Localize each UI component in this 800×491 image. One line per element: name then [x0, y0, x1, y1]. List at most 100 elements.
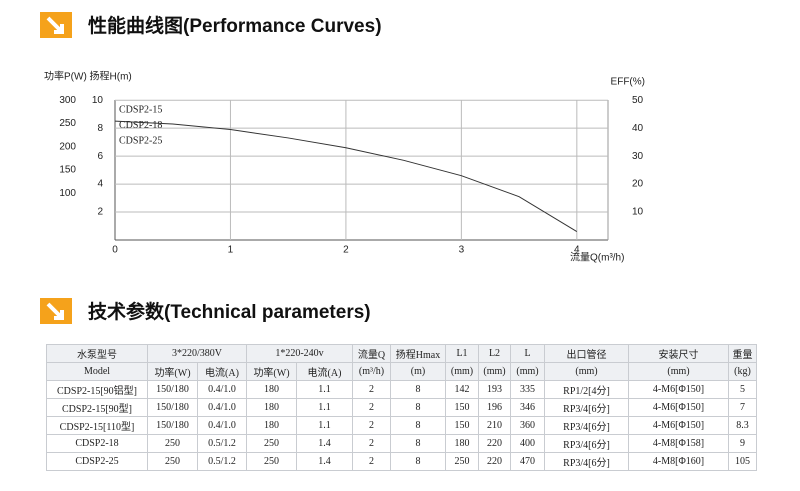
- table-cell: 4-M6[Φ150]: [628, 380, 729, 399]
- table-cell: 470: [510, 452, 545, 471]
- x-tick-label: 1: [228, 245, 234, 256]
- table-cell: L1: [445, 344, 479, 363]
- table-cell: 250: [246, 434, 297, 453]
- table-cell: CDSP2-25: [46, 452, 148, 471]
- section-title: 性能曲线图(Performance Curves): [88, 14, 382, 37]
- table-cell: 150/180: [147, 398, 198, 417]
- table-row: Model 功率(W) 电流(A) 功率(W) 电流(A) (m³/h) (m) (mm) (m…: [46, 362, 757, 381]
- table-cell: 8: [390, 380, 446, 399]
- y2-tick-label: 50: [632, 95, 644, 106]
- table-cell: 250: [147, 434, 198, 453]
- table-cell: 2: [352, 380, 391, 399]
- y2-axis-label: EFF(%): [611, 77, 645, 88]
- table-cell: 0.5/1.2: [197, 434, 247, 453]
- table-cell: (mm): [445, 362, 479, 381]
- table-cell: 180: [246, 398, 297, 417]
- y-tick-label: 4: [97, 179, 103, 190]
- table-cell: 1*220-240v: [246, 344, 353, 363]
- table-cell: RP3/4[6分]: [544, 434, 629, 453]
- table-cell: 1.1: [296, 380, 353, 399]
- y-tick-label: 6: [97, 151, 103, 162]
- table-cell: (mm): [628, 362, 729, 381]
- table-cell: (mm): [510, 362, 545, 381]
- table-cell: 2: [352, 452, 391, 471]
- table-cell: 8: [390, 434, 446, 453]
- table-cell: 250: [147, 452, 198, 471]
- table-row: CDSP2-18 250 0.5/1.2 250 1.4 2 8 180 220 400 RP3/4…: [46, 434, 757, 453]
- table-cell: Model: [46, 362, 148, 381]
- icon: [40, 298, 72, 324]
- table-cell: 220: [478, 452, 511, 471]
- table-cell: (mm): [544, 362, 629, 381]
- icon: [40, 12, 72, 38]
- table-cell: 0.4/1.0: [197, 416, 247, 435]
- table-cell: 2: [352, 416, 391, 435]
- table-cell: 400: [510, 434, 545, 453]
- chart: 性能曲线图(Performance Curves) 功率P(W) 扬程H(m) …: [40, 12, 645, 264]
- power-tick-label: 150: [59, 165, 76, 176]
- power-tick-label: 200: [59, 141, 76, 152]
- table-cell: 8.3: [728, 416, 757, 435]
- table-cell: 180: [246, 380, 297, 399]
- table-cell: 4-M8[Φ158]: [628, 434, 729, 453]
- table-cell: 150/180: [147, 380, 198, 399]
- table-cell: L: [510, 344, 545, 363]
- table-cell: 安装尺寸: [628, 344, 729, 363]
- table-cell: CDSP2-15[90铝型]: [46, 380, 148, 399]
- table-cell: 7: [728, 398, 757, 417]
- table-cell: 流量Q: [352, 344, 391, 363]
- legend-entry: CDSP2-15: [119, 104, 162, 115]
- table-cell: 180: [246, 416, 297, 435]
- table-cell: 功率(W): [147, 362, 198, 381]
- table-cell: 4-M6[Φ150]: [628, 398, 729, 417]
- table-cell: 水泵型号: [46, 344, 148, 363]
- table-cell: 4-M8[Φ160]: [628, 452, 729, 471]
- table-cell: L2: [478, 344, 511, 363]
- table-cell: 0.4/1.0: [197, 380, 247, 399]
- table-cell: 210: [478, 416, 511, 435]
- table-cell: 功率(W): [246, 362, 297, 381]
- table-cell: 4-M6[Φ150]: [628, 416, 729, 435]
- table-cell: 150/180: [147, 416, 198, 435]
- table-cell: 150: [445, 416, 479, 435]
- y-tick-label: 8: [97, 123, 103, 134]
- x-axis-label: 流量Q(m³/h): [570, 251, 624, 264]
- y2-tick-label: 40: [632, 123, 644, 134]
- table-cell: 150: [445, 398, 479, 417]
- y-tick-label: 10: [92, 95, 104, 106]
- table-cell: CDSP2-15[90型]: [46, 398, 148, 417]
- x-tick-label: 2: [343, 245, 349, 256]
- table-cell: 8: [390, 452, 446, 471]
- table-cell: RP3/4[6分]: [544, 398, 629, 417]
- table-cell: 1.4: [296, 434, 353, 453]
- power-tick-label: 100: [59, 188, 76, 199]
- table-cell: 9: [728, 434, 757, 453]
- table-cell: 重量: [728, 344, 757, 363]
- table-cell: 220: [478, 434, 511, 453]
- table-cell: RP1/2[4分]: [544, 380, 629, 399]
- table-cell: (m): [390, 362, 446, 381]
- legend-entry: CDSP2-25: [119, 135, 162, 146]
- table-cell: 3*220/380V: [147, 344, 247, 363]
- table-cell: 250: [445, 452, 479, 471]
- curve: [114, 120, 578, 233]
- y2-tick-label: 10: [632, 207, 644, 218]
- table-row: 水泵型号 3*220/380V 1*220-240v 流量Q 扬程Hmax L1 L2 L 出口…: [46, 344, 757, 363]
- table-cell: 180: [445, 434, 479, 453]
- table-cell: 1.4: [296, 452, 353, 471]
- table-cell: RP3/4[6分]: [544, 452, 629, 471]
- power-tick-label: 250: [59, 118, 76, 129]
- table-cell: (kg): [728, 362, 757, 381]
- table-cell: 1.1: [296, 398, 353, 417]
- table-cell: RP3/4[6分]: [544, 416, 629, 435]
- table-cell: (mm): [478, 362, 511, 381]
- table-cell: 出口管径: [544, 344, 629, 363]
- table-cell: (m³/h): [352, 362, 391, 381]
- table-row: CDSP2-15[90型] 150/180 0.4/1.0 180 1.1 2 8 150 19…: [46, 398, 757, 417]
- table-row: CDSP2-15[110型] 150/180 0.4/1.0 180 1.1 2 8 150 2…: [46, 416, 757, 435]
- table-cell: 335: [510, 380, 545, 399]
- table-cell: CDSP2-18: [46, 434, 148, 453]
- table-cell: 193: [478, 380, 511, 399]
- table-cell: 105: [728, 452, 757, 471]
- power-tick-label: 300: [59, 95, 76, 106]
